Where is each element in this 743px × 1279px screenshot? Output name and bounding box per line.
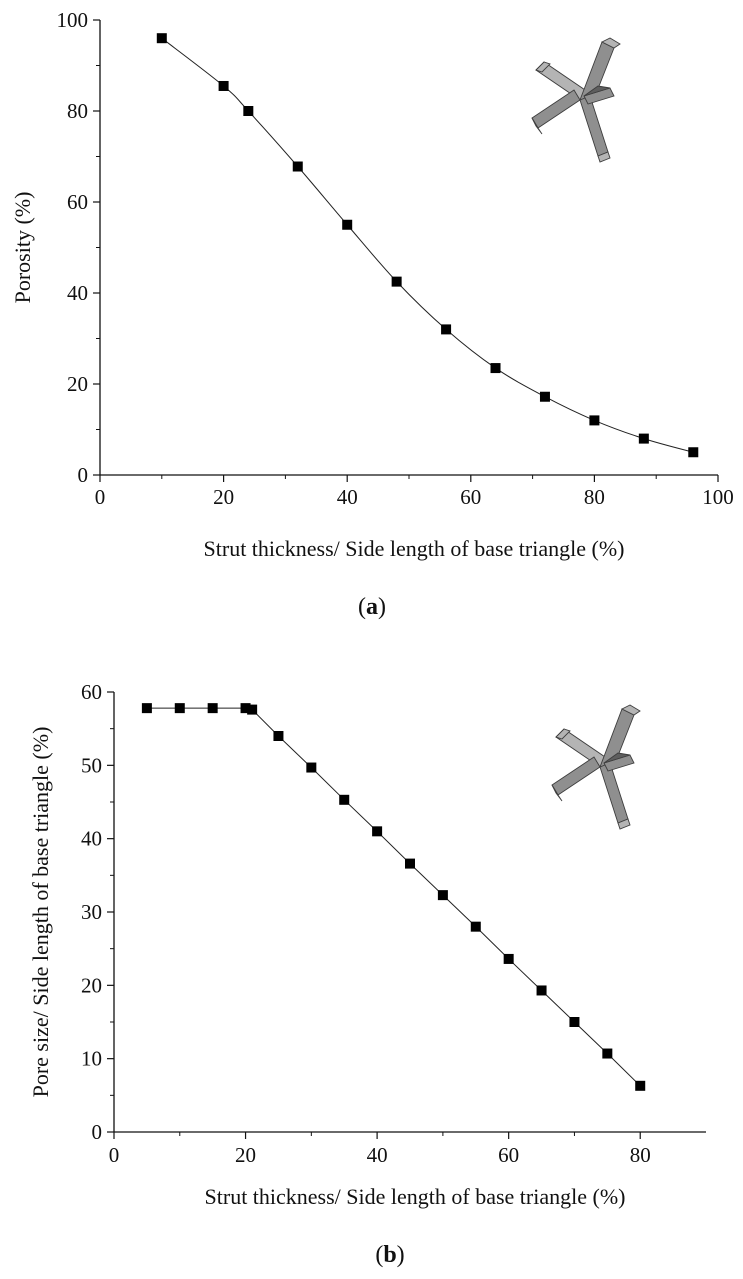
data-point [635, 1080, 646, 1091]
data-point [470, 921, 481, 932]
strut-unit-icon [531, 37, 621, 163]
x-tick-label: 80 [584, 485, 605, 509]
strut-end [600, 37, 621, 49]
data-point [638, 433, 649, 444]
data-point [141, 703, 152, 714]
strut-end [555, 728, 571, 740]
x-axis-title: Strut thickness/ Side length of base tri… [204, 536, 625, 561]
data-point [589, 415, 600, 426]
x-tick-label: 40 [337, 485, 358, 509]
chart-pore-size: 0 20 40 60 80 0 10 20 30 40 50 60 Strut thickness/ S… [28, 680, 706, 1209]
data-point [539, 391, 550, 402]
strut-face [579, 95, 609, 157]
y-tick-label: 40 [67, 281, 88, 305]
data-point [292, 161, 303, 172]
x-tick-label: 60 [460, 485, 481, 509]
y-tick-label: 0 [92, 1120, 103, 1144]
y-tick-label: 30 [81, 900, 102, 924]
strut-end [535, 61, 551, 73]
y-axis-title: Pore size/ Side length of base triangle … [28, 727, 53, 1098]
x-tick-label: 0 [109, 1143, 120, 1167]
data-point [602, 1048, 613, 1059]
x-tick-label: 20 [213, 485, 234, 509]
caption-a: (a) [358, 594, 386, 620]
y-tick-label: 100 [57, 8, 89, 32]
strut-face [599, 762, 629, 824]
data-point [218, 80, 229, 91]
data-point [503, 953, 514, 964]
x-tick-label: 20 [235, 1143, 256, 1167]
y-tick-label: 20 [67, 372, 88, 396]
strut-node [603, 752, 631, 764]
data-point [437, 890, 448, 901]
y-tick-label: 20 [81, 973, 102, 997]
data-point [156, 33, 167, 44]
data-point [391, 276, 402, 287]
data-point [441, 324, 452, 335]
series-line [161, 37, 694, 453]
data-point [372, 826, 383, 837]
strut-face [531, 89, 581, 129]
y-tick-label: 60 [67, 190, 88, 214]
x-tick-label: 100 [702, 485, 734, 509]
strut-end [617, 818, 631, 830]
y-axis-title: Porosity (%) [10, 192, 35, 304]
data-point [405, 858, 415, 869]
data-point [569, 1017, 580, 1027]
y-tick-label: 80 [67, 99, 88, 123]
data-point [247, 704, 258, 715]
x-tick-label: 60 [498, 1143, 519, 1167]
y-tick-label: 0 [78, 463, 89, 487]
data-point [536, 985, 547, 996]
y-tick-label: 40 [81, 827, 102, 851]
data-point [342, 219, 353, 230]
data-point [174, 703, 185, 714]
strut-end [551, 784, 563, 802]
y-tick-label: 50 [81, 753, 102, 777]
series-line [146, 707, 641, 1087]
y-tick-label: 60 [81, 680, 102, 704]
caption-b: (b) [375, 1242, 404, 1268]
data-point [243, 106, 254, 116]
caption-a-letter: a [366, 594, 378, 620]
x-axis-title: Strut thickness/ Side length of base tri… [205, 1184, 626, 1209]
strut-node [583, 85, 611, 97]
data-point [688, 447, 699, 458]
strut-face [551, 756, 601, 796]
x-tick-label: 0 [95, 485, 106, 509]
strut-end [531, 117, 543, 135]
data-point [240, 703, 251, 714]
chart-porosity: 0 20 40 60 80 100 0 20 40 60 80 100 Strut thickness/… [10, 8, 734, 561]
strut-end [620, 704, 641, 716]
data-point [490, 363, 501, 374]
x-tick-label: 40 [367, 1143, 388, 1167]
strut-end [597, 151, 611, 163]
data-point [339, 794, 350, 805]
caption-b-letter: b [383, 1242, 396, 1268]
y-tick-label: 10 [81, 1047, 102, 1071]
data-point [306, 762, 317, 773]
data-point [273, 731, 284, 741]
data-point [207, 703, 218, 714]
strut-unit-icon [551, 704, 641, 830]
x-tick-label: 80 [630, 1143, 651, 1167]
